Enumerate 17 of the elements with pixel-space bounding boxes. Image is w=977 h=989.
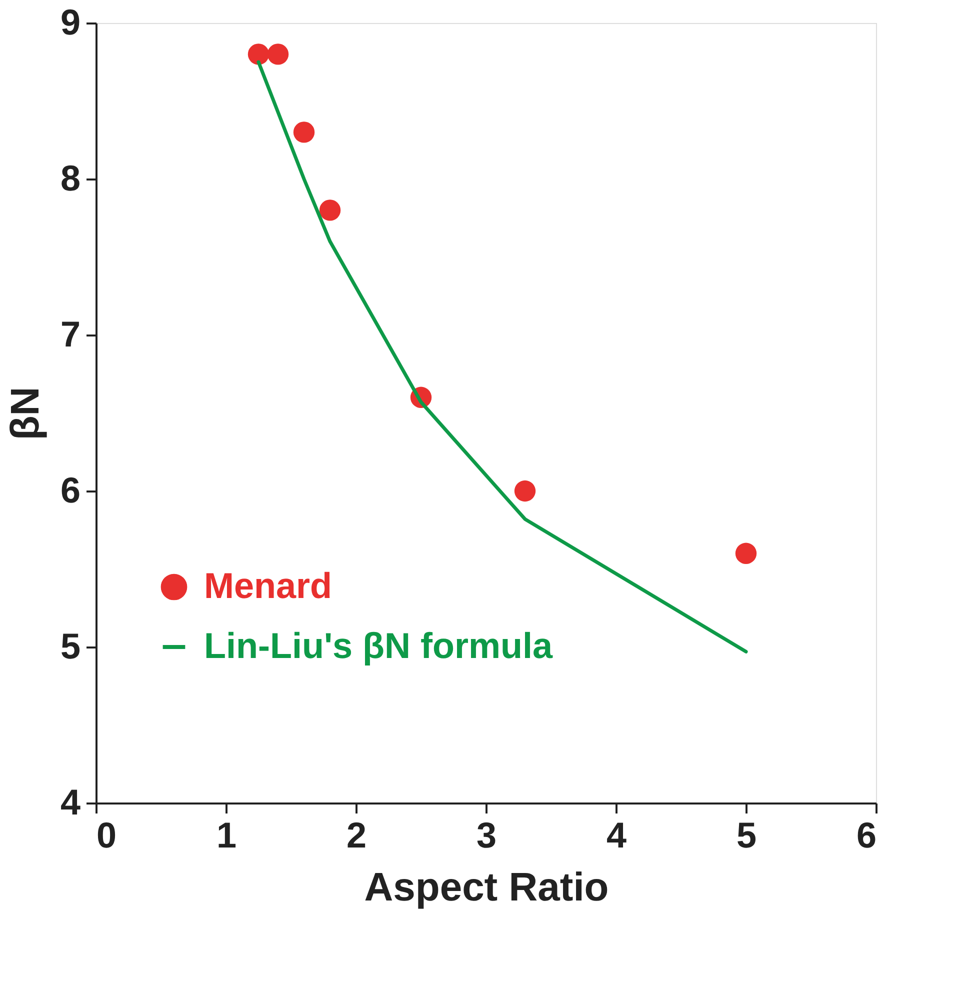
x-tick-label: 0	[96, 814, 117, 856]
legend-label: Lin-Liu's βN formula	[204, 625, 554, 666]
legend-label: Menard	[204, 565, 332, 606]
x-tick-label: 6	[856, 814, 876, 856]
x-tick-label: 1	[216, 814, 237, 856]
x-tick-label: 5	[736, 814, 757, 856]
x-axis-title: Aspect Ratio	[364, 866, 609, 910]
x-tick-label: 4	[606, 814, 627, 856]
y-tick-label: 4	[60, 782, 80, 822]
y-tick-label: 8	[60, 158, 80, 198]
y-axis-title: βN	[3, 386, 48, 440]
y-tick-label: 5	[60, 626, 80, 666]
y-tick-label: 6	[60, 470, 80, 510]
y-tick-label: 7	[60, 314, 80, 354]
y-tick-label: 9	[60, 2, 80, 42]
x-tick-label: 3	[476, 814, 497, 856]
x-tick-label: 2	[346, 814, 367, 856]
